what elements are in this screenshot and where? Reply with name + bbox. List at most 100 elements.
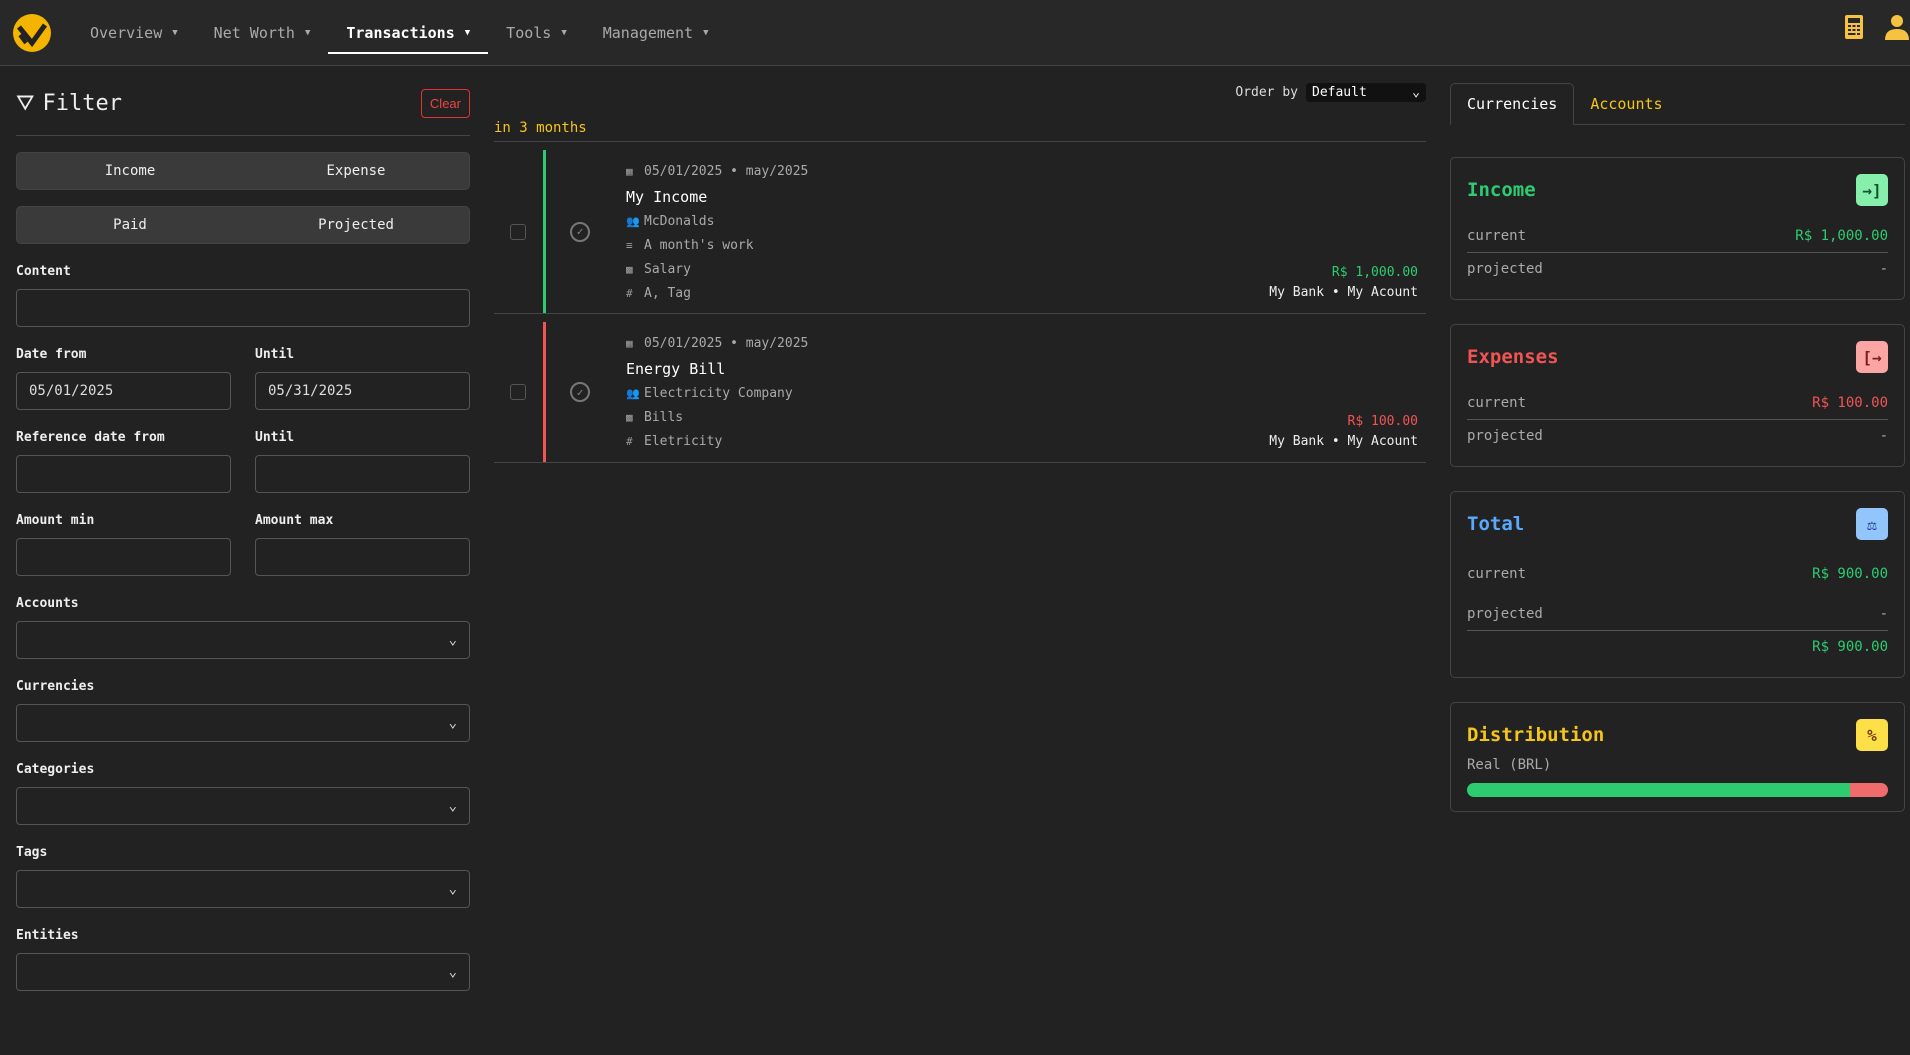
projected-label: projected — [1467, 606, 1543, 622]
chevron-down-icon: ⌄ — [448, 964, 457, 980]
category-icon: ▩ — [626, 411, 633, 424]
tab-currencies[interactable]: Currencies — [1450, 83, 1575, 125]
order-by-label: Order by — [1235, 84, 1298, 100]
tx-account: My Bank • My Acount — [1269, 285, 1418, 300]
nav-overview[interactable]: Overview ▼ — [72, 0, 196, 66]
caret-down-icon: ▼ — [464, 27, 471, 38]
date-until-input[interactable]: 05/31/2025 — [255, 372, 470, 410]
categories-label: Categories — [16, 762, 95, 777]
expense-toggle[interactable]: Expense — [326, 163, 386, 179]
tx-account: My Bank • My Acount — [1269, 434, 1418, 449]
distribution-card: Distribution% Real (BRL) — [1450, 702, 1905, 812]
tab-accounts[interactable]: Accounts — [1590, 94, 1663, 113]
app-logo[interactable] — [12, 13, 52, 53]
nav-label: Net Worth — [213, 23, 295, 42]
amount-min-label: Amount min — [16, 513, 95, 528]
projected-label: projected — [1467, 428, 1543, 444]
description-icon: ≡ — [626, 239, 633, 252]
ref-date-until-input[interactable] — [255, 455, 470, 493]
caret-down-icon: ▼ — [304, 27, 311, 38]
nav-label: Transactions — [346, 23, 455, 42]
income-toggle[interactable]: Income — [104, 163, 156, 179]
amount-max-label: Amount max — [255, 513, 334, 528]
distribution-bar — [1467, 783, 1888, 797]
users-icon: 👥 — [626, 387, 640, 400]
categories-select[interactable]: ⌄ — [16, 787, 470, 825]
nav-management[interactable]: Management ▼ — [585, 0, 727, 66]
transaction-row[interactable]: ✓ ▦ 05/01/2025 • may/2025 My Income 👥 McDo… — [494, 150, 1426, 314]
percent-icon: % — [1856, 719, 1888, 751]
card-title: Distribution — [1467, 724, 1605, 746]
income-card: Income →] current R$ 1,000.00 projected - — [1450, 157, 1905, 300]
tx-date: 05/01/2025 • may/2025 — [644, 164, 809, 179]
ref-date-from-label: Reference date from — [16, 430, 165, 445]
filter-title: Filter — [42, 91, 122, 116]
accounts-select[interactable]: ⌄ — [16, 621, 470, 659]
select-checkbox[interactable] — [510, 223, 526, 240]
tx-title: My Income — [626, 188, 708, 206]
amount-min-input[interactable] — [16, 538, 231, 576]
tx-title: Energy Bill — [626, 360, 726, 378]
filter-icon: ⛛ — [16, 91, 35, 116]
ref-date-from-input[interactable] — [16, 455, 231, 493]
projected-label: projected — [1467, 261, 1543, 277]
tx-amount: R$ 100.00 — [1347, 414, 1418, 429]
caret-down-icon: ▼ — [172, 27, 178, 38]
transaction-row[interactable]: ✓ ▦ 05/01/2025 • may/2025 Energy Bill 👥 El… — [494, 322, 1426, 463]
ref-date-until-label: Until — [255, 430, 295, 445]
paid-check-icon[interactable]: ✓ — [570, 221, 590, 242]
tags-label: Tags — [16, 845, 48, 860]
entities-select[interactable]: ⌄ — [16, 953, 470, 991]
content-label: Content — [16, 264, 71, 279]
nav-label: Management — [602, 23, 694, 42]
chevron-down-icon: ⌄ — [448, 715, 457, 731]
date-from-label: Date from — [16, 347, 87, 362]
caret-down-icon: ▼ — [703, 27, 709, 38]
nav-label: Overview — [90, 23, 163, 42]
paid-check-icon[interactable]: ✓ — [570, 382, 590, 402]
accounts-label: Accounts — [16, 596, 79, 611]
current-label: current — [1467, 566, 1527, 582]
nav-transactions[interactable]: Transactions ▼ — [328, 0, 488, 66]
current-label: current — [1467, 228, 1527, 244]
card-title: Income — [1467, 179, 1536, 201]
chevron-down-icon: ⌄ — [448, 798, 457, 814]
select-checkbox[interactable] — [510, 384, 526, 400]
current-value: R$ 100.00 — [1812, 395, 1888, 411]
card-title: Total — [1467, 513, 1525, 535]
clear-button[interactable]: Clear — [420, 89, 470, 118]
nav-net-worth[interactable]: Net Worth ▼ — [196, 0, 329, 66]
calendar-icon: ▦ — [626, 165, 633, 178]
currencies-select[interactable]: ⌄ — [16, 704, 470, 742]
date-until-label: Until — [255, 347, 295, 362]
amount-max-input[interactable] — [255, 538, 470, 576]
tx-entity: Electricity Company — [644, 386, 793, 401]
user-icon[interactable] — [1884, 14, 1910, 40]
projected-value: - — [1879, 428, 1888, 444]
order-by-select[interactable]: Default ⌄ — [1306, 82, 1426, 102]
entities-label: Entities — [16, 928, 79, 943]
chevron-down-icon: ⌄ — [1412, 84, 1420, 100]
content-input[interactable] — [16, 289, 470, 327]
card-title: Expenses — [1467, 346, 1559, 368]
tx-description: A month's work — [644, 238, 754, 253]
tags-select[interactable]: ⌄ — [16, 870, 470, 908]
calculator-icon[interactable] — [1844, 14, 1864, 40]
hashtag-icon: # — [626, 287, 633, 300]
status-toggle: Paid Projected — [16, 206, 470, 244]
income-segment — [1467, 783, 1850, 797]
paid-toggle[interactable]: Paid — [113, 217, 147, 233]
total-sum: R$ 900.00 — [1812, 639, 1888, 655]
projected-toggle[interactable]: Projected — [318, 217, 394, 233]
tx-tags: Eletricity — [644, 434, 723, 449]
tx-date: 05/01/2025 • may/2025 — [644, 336, 809, 351]
expenses-card: Expenses [→ current R$ 100.00 projected - — [1450, 324, 1905, 467]
current-value: R$ 900.00 — [1812, 566, 1888, 582]
date-from-input[interactable]: 05/01/2025 — [16, 372, 231, 410]
nav-tools[interactable]: Tools ▼ — [488, 0, 585, 66]
sign-out-icon: [→ — [1856, 341, 1888, 373]
summary-panel: Currencies Accounts Income →] current R$ 1,… — [1450, 83, 1905, 812]
tx-entity: McDonalds — [644, 214, 715, 229]
hashtag-icon: # — [626, 435, 633, 448]
users-icon: 👥 — [626, 215, 640, 228]
